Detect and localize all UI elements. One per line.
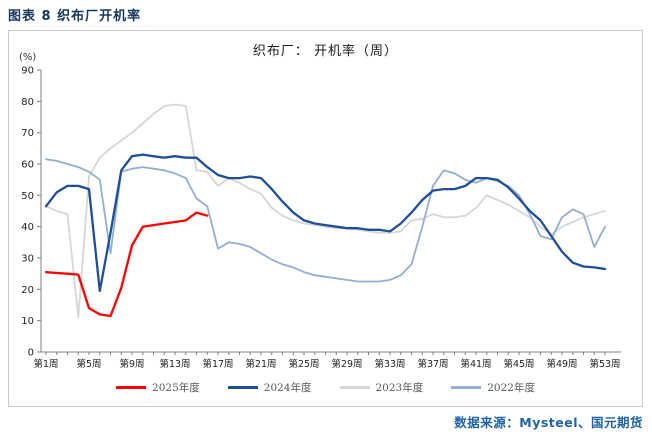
y-axis-unit-label: (%) [19,52,37,63]
y-tick-label: 40 [21,222,34,233]
y-tick-label: 60 [21,160,34,171]
x-tick-label: 第33周 [374,358,405,370]
series-line-2024年度 [44,153,607,293]
x-tick-label: 第21周 [245,358,276,370]
x-tick-label: 第37周 [417,358,448,370]
legend-line-swatch [451,386,482,389]
legend-item-2024年度: 2024年度 [227,380,312,395]
figure-title: 图表 8 织布厂开机率 [8,9,142,24]
y-tick-label: 90 [21,66,34,77]
x-tick-label: 第45周 [503,358,534,370]
x-tick-label: 第29周 [331,358,362,370]
x-tick-label: 第25周 [288,358,319,370]
x-tick-label: 第9周 [119,358,144,370]
x-tick-label: 第13周 [159,358,190,370]
x-tick-label: 第49周 [546,358,577,370]
line-chart-plot: 0 10 20 30 40 50 60 70 80 90 第1周 第5周 第9周 第13周 第17周 第21周… [21,66,621,370]
series-line-2023年度 [45,103,606,319]
chart-container: 织布厂： 开机率（周） (%) 0 10 20 30 40 50 60 70 80 90 第1周 第5… [8,30,643,407]
legend-item-2022年度: 2022年度 [451,380,535,395]
legend-label: 2024年度 [263,382,312,394]
y-tick-label: 70 [21,128,34,139]
x-tick-label: 第17周 [202,358,233,370]
y-tick-label: 0 [28,348,34,359]
legend-line-swatch [227,386,258,389]
series-line-2022年度 [45,158,606,283]
x-tick-label: 第1周 [33,358,58,370]
data-source-label: 数据来源：Mysteel、国元期货 [454,415,643,430]
legend-line-swatch [339,386,370,389]
legend-label: 2022年度 [487,382,535,394]
legend-item-2023年度: 2023年度 [339,380,424,395]
y-tick-label: 30 [21,254,34,265]
legend-label: 2025年度 [152,382,200,394]
chart-title: 织布厂： 开机率（周） [252,44,399,59]
x-tick-label: 第41周 [460,358,491,370]
y-tick-label: 80 [21,97,34,108]
legend-item-2025年度: 2025年度 [116,380,200,395]
y-tick-label: 10 [21,316,34,327]
legend-label: 2023年度 [375,382,424,394]
series-line-2025年度 [44,211,209,318]
y-tick-label: 50 [21,191,34,202]
x-tick-label: 第5周 [76,358,101,370]
y-tick-label: 20 [21,285,34,296]
x-tick-label: 第53周 [589,358,620,370]
legend-line-swatch [116,386,147,389]
chart-legend: 2025年度 2024年度 2023年度 2022年度 [9,380,642,395]
